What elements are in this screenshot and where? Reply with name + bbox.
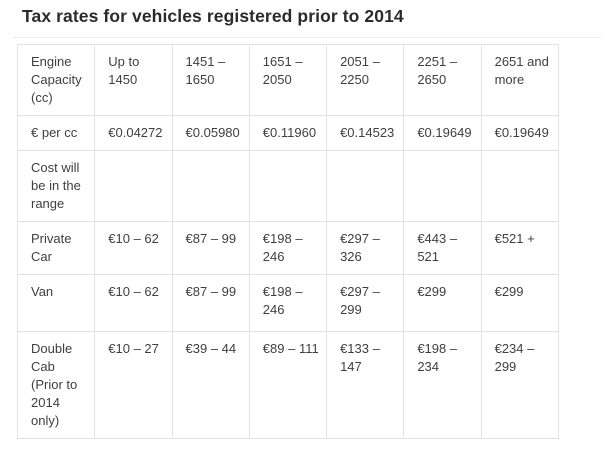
column-header-cell: Up to 1450	[94, 44, 173, 116]
table-cell: €297 – 299	[326, 274, 405, 332]
column-header-cell: 2651 and more	[480, 44, 559, 116]
table-cell: €0.05980	[171, 115, 250, 151]
title-divider	[13, 37, 601, 38]
table-cell: €521 +	[480, 221, 559, 275]
table-cell	[248, 150, 328, 222]
table-row: Private Car €10 – 62 €87 – 99 €198 – 246 €29…	[16, 221, 559, 275]
row-label-cell: € per cc	[16, 115, 96, 151]
table-cell	[326, 150, 405, 222]
table-cell: €0.19649	[403, 115, 482, 151]
column-header-cell: 1451 – 1650	[171, 44, 250, 116]
table-cell: €133 – 147	[326, 331, 405, 439]
table-cell: €10 – 62	[94, 274, 173, 332]
column-header-cell: 2051 – 2250	[326, 44, 405, 116]
table-cell: €87 – 99	[171, 221, 250, 275]
table-cell: €198 – 234	[403, 331, 482, 439]
column-header-cell: 1651 – 2050	[248, 44, 328, 116]
table-header-row: Engine Capacity (cc) Up to 1450 1451 – 165…	[16, 44, 559, 116]
table-cell: €0.11960	[248, 115, 328, 151]
row-label-cell: Cost will be in the range	[16, 150, 96, 222]
page-title: Tax rates for vehicles registered prior …	[22, 6, 404, 26]
table-cell: €198 – 246	[248, 221, 328, 275]
row-label-cell: Private Car	[16, 221, 96, 275]
table-row: Double Cab (Prior to 2014 only) €10 – 27 €…	[16, 331, 559, 439]
table-cell	[94, 150, 173, 222]
row-label-cell: Van	[16, 274, 96, 332]
column-header-cell: 2251 – 2650	[403, 44, 482, 116]
table-row: Cost will be in the range	[16, 150, 559, 222]
table-cell	[480, 150, 559, 222]
table-cell: €299	[403, 274, 482, 332]
table-row: Van €10 – 62 €87 – 99 €198 – 246 €297 – 299 €…	[16, 274, 559, 332]
table-cell: €297 – 326	[326, 221, 405, 275]
table-cell: €299	[480, 274, 559, 332]
column-header-cell: Engine Capacity (cc)	[16, 44, 96, 116]
table-cell: €234 – 299	[480, 331, 559, 439]
table-body: Engine Capacity (cc) Up to 1450 1451 – 165…	[16, 44, 559, 439]
table-cell: €0.14523	[326, 115, 405, 151]
table-cell	[403, 150, 482, 222]
table-cell	[171, 150, 250, 222]
table-cell: €39 – 44	[171, 331, 250, 439]
table-cell: €10 – 62	[94, 221, 173, 275]
table-cell: €198 – 246	[248, 274, 328, 332]
table-cell: €443 – 521	[403, 221, 482, 275]
tax-rates-table: Engine Capacity (cc) Up to 1450 1451 – 165…	[16, 44, 559, 439]
table-cell: €10 – 27	[94, 331, 173, 439]
table-cell: €87 – 99	[171, 274, 250, 332]
row-label-cell: Double Cab (Prior to 2014 only)	[16, 331, 96, 439]
table-cell: €89 – 111	[248, 331, 328, 439]
table-cell: €0.19649	[480, 115, 559, 151]
table-cell: €0.04272	[94, 115, 173, 151]
table-row: € per cc €0.04272 €0.05980 €0.11960 €0.14523…	[16, 115, 559, 151]
